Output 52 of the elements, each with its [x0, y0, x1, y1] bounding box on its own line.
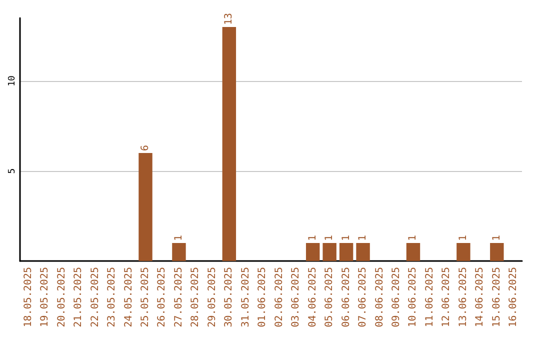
x-tick-label: 08.06.2025: [374, 267, 386, 328]
data-label: 1: [408, 234, 419, 241]
x-tick-label: 29.05.2025: [206, 267, 218, 328]
bar: [138, 153, 152, 261]
x-tick-label: 04.06.2025: [307, 267, 318, 328]
x-tick-label: 10.06.2025: [408, 267, 419, 328]
x-tick-label: 12.06.2025: [441, 267, 452, 328]
x-tick-label: 28.05.2025: [190, 267, 202, 328]
bar: [490, 243, 504, 261]
bar: [222, 27, 236, 261]
x-tick-label: 30.05.2025: [224, 267, 235, 328]
x-tick-label: 27.05.2025: [173, 267, 184, 328]
x-tick-label: 14.06.2025: [474, 267, 486, 328]
data-label: 1: [324, 234, 336, 241]
bar: [356, 243, 370, 261]
x-tick-label: 06.06.2025: [340, 267, 352, 328]
x-tick-label: 03.06.2025: [290, 267, 302, 328]
x-tick-label: 13.06.2025: [458, 267, 469, 328]
x-tick-label: 25.05.2025: [140, 267, 151, 328]
x-tick-label: 05.06.2025: [324, 267, 336, 328]
data-label: 1: [307, 234, 318, 241]
x-tick-label: 02.06.2025: [274, 267, 285, 328]
data-label: 1: [458, 234, 469, 241]
bar: [339, 243, 354, 261]
x-tick-label: 26.05.2025: [156, 267, 168, 328]
x-tick-label: 24.05.2025: [123, 267, 134, 328]
bar: [456, 243, 470, 261]
y-tick-label: 5: [8, 168, 18, 174]
bar: [172, 243, 186, 261]
x-tick-label: 11.06.2025: [424, 267, 436, 328]
x-tick-label: 23.05.2025: [106, 267, 118, 328]
x-tick-label: 07.06.2025: [358, 267, 369, 328]
bar: [406, 243, 420, 261]
data-label: 13: [224, 12, 235, 25]
data-label: 6: [140, 144, 151, 151]
x-tick-label: 19.05.2025: [40, 267, 51, 328]
x-tick-label: 09.06.2025: [391, 267, 402, 328]
x-tick-label: 22.05.2025: [90, 267, 101, 328]
x-tick-label: 16.06.2025: [508, 267, 520, 328]
x-tick-label: 20.05.2025: [56, 267, 68, 328]
x-tick-label: 18.05.2025: [22, 267, 34, 328]
x-tick-label: 15.06.2025: [491, 267, 502, 328]
data-label: 1: [340, 234, 352, 241]
data-label: 1: [173, 234, 184, 241]
bar: [306, 243, 320, 261]
data-label: 1: [358, 234, 369, 241]
x-tick-label: 31.05.2025: [240, 267, 252, 328]
x-tick-label: 01.06.2025: [257, 267, 268, 328]
data-label: 1: [491, 234, 502, 241]
bar: [322, 243, 336, 261]
y-tick-label: 10: [8, 76, 18, 86]
x-tick-label: 21.05.2025: [73, 267, 84, 328]
